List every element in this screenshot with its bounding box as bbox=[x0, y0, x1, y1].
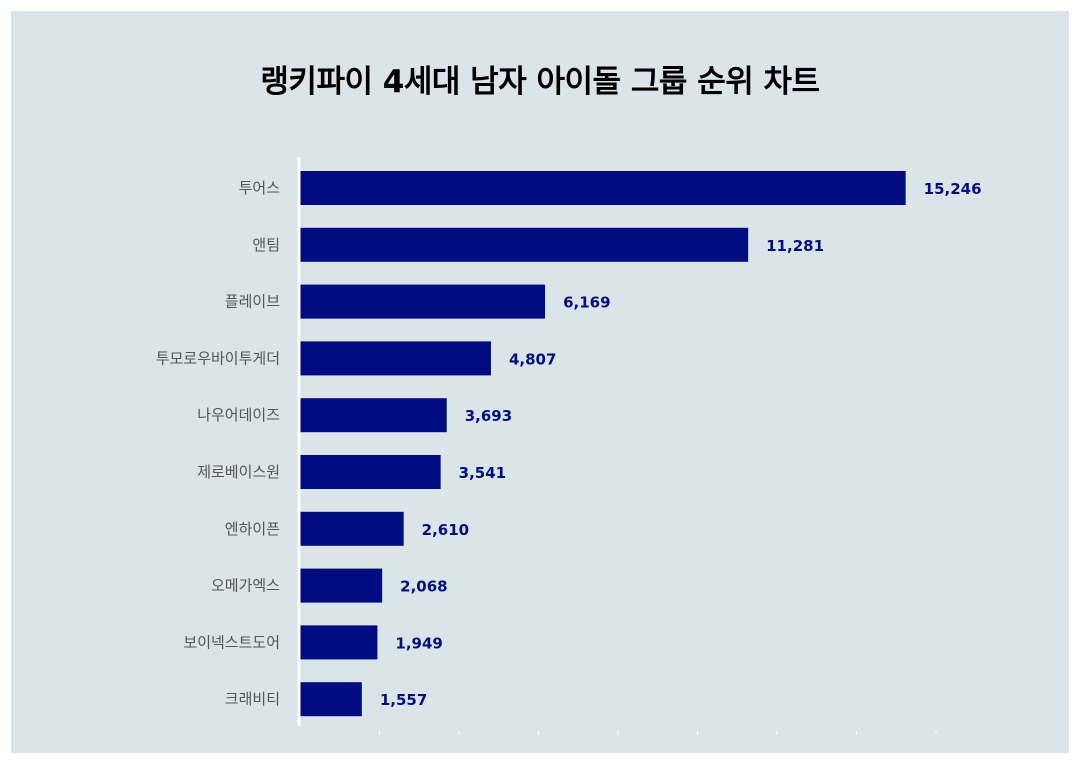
value-label: 1,949 bbox=[395, 634, 442, 652]
value-label: 1,557 bbox=[380, 691, 427, 709]
category-label: 나우어데이즈 bbox=[197, 406, 280, 424]
bar bbox=[300, 284, 546, 319]
category-label: 보이넥스트도어 bbox=[183, 633, 280, 651]
category-label: 플레이브 bbox=[225, 293, 280, 311]
bar bbox=[300, 682, 362, 717]
value-label: 3,693 bbox=[465, 407, 512, 425]
bar bbox=[300, 455, 441, 489]
chart-title: 랭키파이 4세대 남자 아이돌 그룹 순위 차트 bbox=[260, 64, 820, 100]
bar bbox=[300, 625, 378, 660]
bar bbox=[300, 341, 491, 376]
category-label: 크래비티 bbox=[225, 690, 280, 708]
value-label: 6,169 bbox=[563, 294, 610, 312]
value-label: 11,281 bbox=[766, 237, 824, 255]
bar bbox=[300, 171, 906, 205]
bar bbox=[300, 568, 383, 603]
bar bbox=[300, 227, 749, 262]
category-label: 투어스 bbox=[239, 179, 281, 197]
category-label: 엔하이픈 bbox=[225, 520, 280, 538]
value-label: 3,541 bbox=[459, 464, 506, 482]
bar bbox=[300, 511, 404, 546]
bar bbox=[300, 398, 447, 433]
category-label: 오메가엑스 bbox=[211, 577, 280, 595]
category-label: 제로베이스원 bbox=[197, 463, 280, 481]
value-label: 2,068 bbox=[400, 578, 447, 596]
value-label: 15,246 bbox=[924, 180, 982, 198]
chart-background bbox=[11, 11, 1069, 753]
category-label: 앤팀 bbox=[252, 236, 280, 254]
value-label: 4,807 bbox=[509, 350, 556, 368]
value-label: 2,610 bbox=[422, 521, 469, 539]
category-label: 투모로우바이투게더 bbox=[156, 349, 280, 367]
